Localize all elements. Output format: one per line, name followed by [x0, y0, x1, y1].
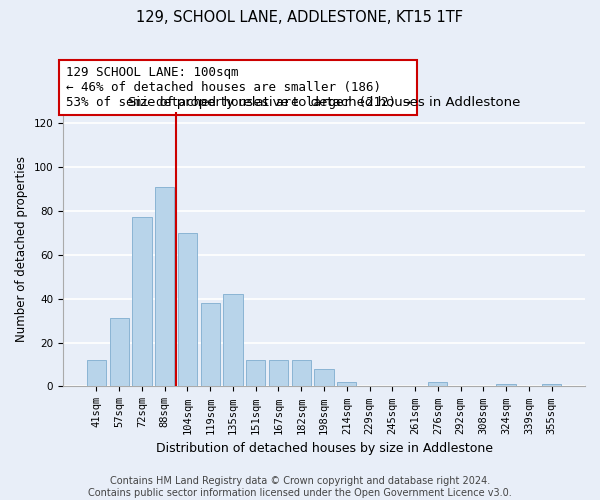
X-axis label: Distribution of detached houses by size in Addlestone: Distribution of detached houses by size … — [155, 442, 493, 455]
Bar — [496, 384, 516, 386]
Text: Contains HM Land Registry data © Crown copyright and database right 2024.
Contai: Contains HM Land Registry data © Crown c… — [88, 476, 512, 498]
Bar — [87, 360, 106, 386]
Bar — [269, 360, 288, 386]
Bar — [223, 294, 242, 386]
Bar — [428, 382, 448, 386]
Bar — [110, 318, 129, 386]
Text: 129 SCHOOL LANE: 100sqm
← 46% of detached houses are smaller (186)
53% of semi-d: 129 SCHOOL LANE: 100sqm ← 46% of detache… — [65, 66, 410, 109]
Bar — [292, 360, 311, 386]
Bar — [178, 232, 197, 386]
Bar — [132, 218, 152, 386]
Bar — [542, 384, 561, 386]
Text: 129, SCHOOL LANE, ADDLESTONE, KT15 1TF: 129, SCHOOL LANE, ADDLESTONE, KT15 1TF — [137, 10, 464, 25]
Bar — [200, 303, 220, 386]
Bar — [246, 360, 265, 386]
Bar — [337, 382, 356, 386]
Title: Size of property relative to detached houses in Addlestone: Size of property relative to detached ho… — [128, 96, 520, 110]
Bar — [314, 369, 334, 386]
Bar — [155, 186, 175, 386]
Y-axis label: Number of detached properties: Number of detached properties — [15, 156, 28, 342]
